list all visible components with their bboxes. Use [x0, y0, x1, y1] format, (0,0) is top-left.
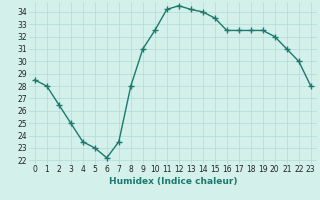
X-axis label: Humidex (Indice chaleur): Humidex (Indice chaleur)	[108, 177, 237, 186]
